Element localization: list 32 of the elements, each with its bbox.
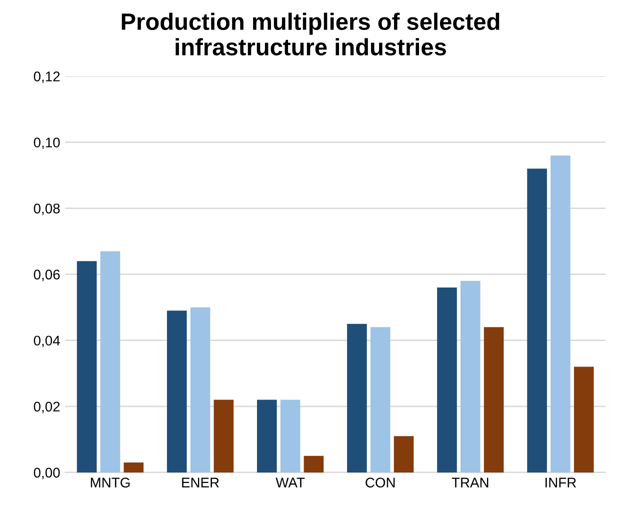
bar bbox=[76, 261, 97, 472]
y-tick-label: 0,02 bbox=[34, 402, 60, 414]
x-tick-label: ENER bbox=[182, 478, 219, 488]
bar bbox=[166, 310, 187, 472]
bar bbox=[347, 324, 367, 472]
y-tick-label: 0,12 bbox=[34, 72, 60, 84]
y-tick-label: 0,00 bbox=[34, 468, 60, 480]
x-tick-label: WAT bbox=[276, 478, 305, 488]
y-tick-label: 0,04 bbox=[34, 336, 60, 348]
y-tick-label: 0,08 bbox=[34, 204, 60, 216]
bar bbox=[460, 280, 480, 472]
bar bbox=[574, 366, 594, 472]
bar bbox=[394, 436, 414, 472]
x-tick-label: INFR bbox=[546, 478, 576, 488]
bar bbox=[484, 327, 504, 472]
bar bbox=[370, 327, 390, 472]
bar bbox=[280, 400, 300, 472]
x-tick-label: TRAN bbox=[452, 478, 488, 488]
bar bbox=[214, 400, 234, 472]
bar bbox=[550, 155, 570, 472]
bar bbox=[124, 462, 144, 472]
bar bbox=[304, 456, 324, 472]
x-tick-label: CON bbox=[366, 478, 395, 488]
y-tick-label: 0,10 bbox=[34, 138, 60, 150]
bar bbox=[527, 168, 547, 472]
bar bbox=[437, 288, 457, 472]
bar bbox=[257, 400, 277, 472]
y-tick-label: 0,06 bbox=[34, 270, 60, 282]
bar bbox=[190, 307, 210, 472]
bar bbox=[100, 251, 120, 472]
chart-title: Production multipliers of selected infrastructure industries bbox=[122, 12, 500, 56]
x-tick-label: MNTG bbox=[90, 478, 130, 488]
